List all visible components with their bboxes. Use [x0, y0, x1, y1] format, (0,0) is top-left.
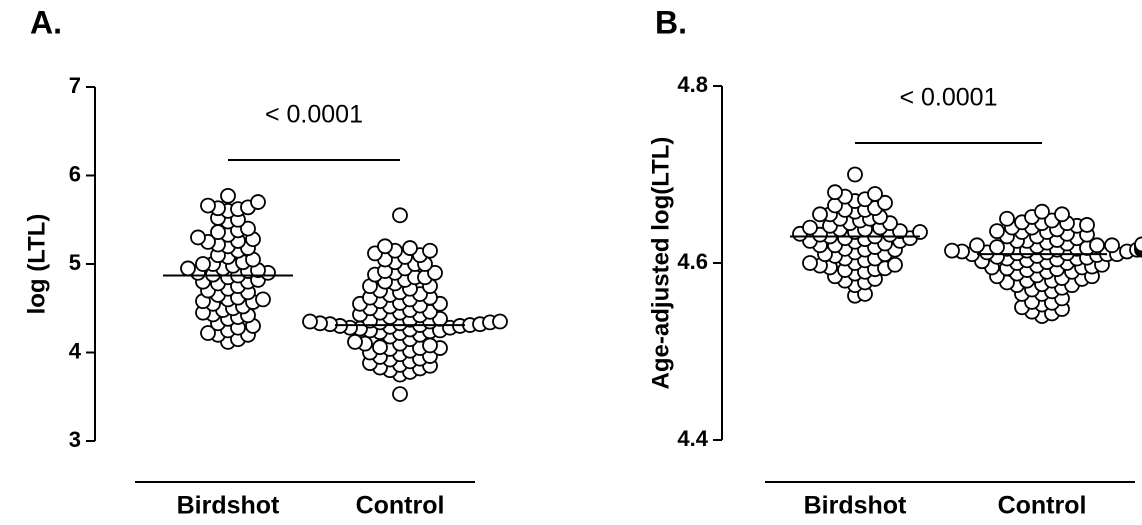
y-axis-label: Age-adjusted log(LTL): [647, 137, 674, 390]
y-tick-label: 7: [69, 73, 81, 98]
data-point: [1054, 206, 1070, 223]
y-tick-label: 4.8: [677, 72, 708, 97]
y-tick-label: 4.6: [677, 249, 708, 274]
data-point: [1089, 237, 1105, 254]
y-tick-label: 3: [69, 427, 81, 452]
significance-label: < 0.0001: [899, 84, 997, 112]
data-point: [347, 333, 363, 350]
data-point: [969, 237, 985, 254]
data-point: [200, 197, 216, 214]
panel-label: B.: [655, 4, 687, 40]
panel-label: A.: [30, 4, 62, 40]
data-point: [377, 238, 393, 255]
data-point: [847, 166, 863, 183]
y-axis-label: log (LTL): [23, 214, 50, 315]
data-point: [989, 223, 1005, 240]
data-point: [195, 256, 211, 272]
data-point: [200, 325, 216, 341]
significance-label: < 0.0001: [265, 101, 363, 129]
data-point: [240, 220, 256, 237]
data-point: [827, 184, 843, 201]
data-point: [255, 291, 271, 308]
data-point: [180, 260, 196, 277]
data-point: [392, 386, 408, 402]
data-point: [372, 339, 388, 356]
data-point: [402, 240, 418, 256]
data-point: [422, 242, 438, 259]
data-point: [877, 194, 893, 211]
y-tick-label: 5: [69, 250, 81, 275]
data-point: [302, 313, 318, 330]
data-point: [492, 313, 508, 330]
x-tick-label: Control: [998, 492, 1087, 520]
x-tick-label: Control: [356, 492, 445, 520]
data-point: [1079, 217, 1095, 233]
x-tick-label: Birdshot: [804, 492, 907, 520]
y-tick-label: 6: [69, 161, 81, 186]
data-point: [812, 206, 828, 223]
data-point: [220, 187, 236, 204]
data-point: [999, 210, 1015, 227]
data-point: [1134, 236, 1142, 253]
y-tick-label: 4.4: [677, 426, 708, 451]
x-tick-label: Birdshot: [177, 492, 280, 520]
data-point: [250, 194, 266, 210]
data-point: [190, 229, 206, 246]
data-point: [867, 186, 883, 202]
data-point: [802, 255, 818, 271]
data-point: [1034, 203, 1050, 220]
y-tick-label: 4: [69, 338, 82, 363]
data-point: [802, 219, 818, 236]
data-point: [887, 256, 903, 273]
data-point: [944, 242, 960, 259]
data-point: [427, 264, 443, 281]
data-point: [1104, 237, 1120, 254]
data-point: [392, 207, 408, 224]
